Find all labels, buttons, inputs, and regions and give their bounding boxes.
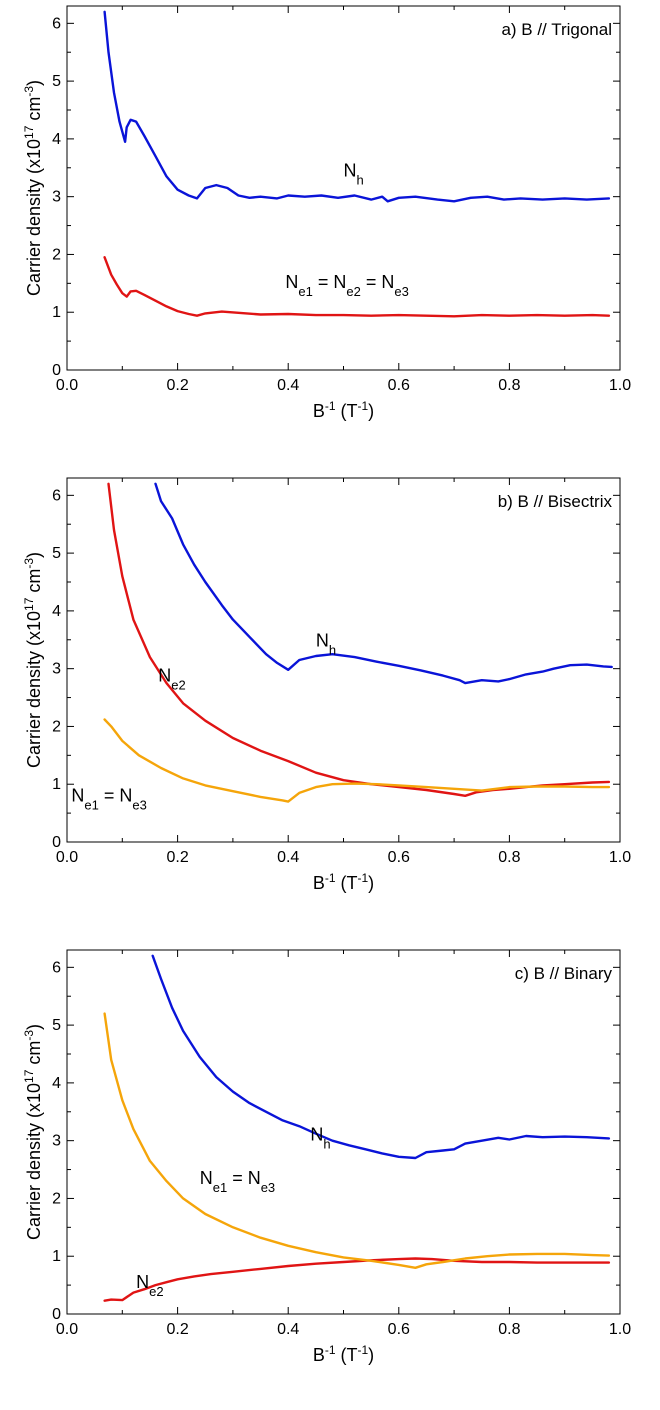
curve-label: Nh: [344, 160, 364, 187]
y-tick-label: 2: [52, 1190, 61, 1207]
x-tick-label: 1.0: [609, 377, 631, 394]
curve-label: Ne2: [158, 665, 185, 692]
y-tick-label: 3: [52, 189, 61, 206]
y-tick-label: 0: [52, 1306, 61, 1323]
y-tick-label: 2: [52, 246, 61, 263]
y-tick-label: 5: [52, 545, 61, 562]
series-line-1: [103, 10, 611, 203]
curve-label: Nh: [316, 631, 336, 658]
x-tick-label: 0.6: [388, 1321, 410, 1338]
panel-title: c) B // Binary: [515, 964, 613, 983]
x-tick-label: 0.4: [277, 377, 299, 394]
series-line-3: [103, 1012, 611, 1269]
series-line-2: [103, 256, 611, 318]
x-tick-label: 0.4: [277, 1321, 299, 1338]
y-tick-label: 1: [52, 304, 61, 321]
x-tick-label: 0.0: [56, 1321, 78, 1338]
series-line-2: [107, 482, 611, 797]
series-line-3: [103, 718, 611, 803]
y-tick-label: 2: [52, 718, 61, 735]
x-tick-label: 0.2: [166, 377, 188, 394]
y-axis-label: Carrier density (x1017 cm-3): [22, 552, 44, 768]
y-tick-label: 0: [52, 834, 61, 851]
curve-label: Ne2: [136, 1272, 163, 1299]
y-axis-label: Carrier density (x1017 cm-3): [22, 80, 44, 296]
y-tick-label: 1: [52, 776, 61, 793]
y-tick-label: 6: [52, 959, 61, 976]
y-tick-label: 4: [52, 603, 61, 620]
curve-label: Ne1 = Ne3: [71, 786, 146, 813]
x-tick-label: 0.8: [498, 1321, 520, 1338]
x-tick-label: 0.8: [498, 849, 520, 866]
x-tick-label: 0.0: [56, 377, 78, 394]
y-tick-label: 3: [52, 1133, 61, 1150]
x-axis-label: B-1 (T-1): [313, 399, 374, 421]
y-tick-label: 6: [52, 487, 61, 504]
y-tick-label: 4: [52, 1075, 61, 1092]
series-line-2: [103, 1257, 611, 1302]
y-tick-label: 0: [52, 362, 61, 379]
x-tick-label: 0.2: [166, 849, 188, 866]
y-tick-label: 6: [52, 15, 61, 32]
x-axis-label: B-1 (T-1): [313, 1343, 374, 1365]
y-axis-label: Carrier density (x1017 cm-3): [22, 1024, 44, 1240]
series-line-1: [154, 482, 613, 685]
x-axis-label: B-1 (T-1): [313, 871, 374, 893]
curve-label: Nh: [310, 1125, 330, 1152]
y-tick-label: 3: [52, 661, 61, 678]
x-tick-label: 0.2: [166, 1321, 188, 1338]
x-tick-label: 1.0: [609, 1321, 631, 1338]
curve-label: Ne1 = Ne3: [200, 1168, 275, 1195]
chart-panel-2: 0.0 0.2 0.4 0.6 0.8 1.0 0 1 2 3 4 5 6 b) B // Bisectr…: [22, 477, 631, 893]
x-tick-label: 0.8: [498, 377, 520, 394]
curve-label: Ne1 = Ne2 = Ne3: [285, 272, 408, 299]
series-line-1: [151, 954, 611, 1160]
x-tick-label: 0.0: [56, 849, 78, 866]
x-tick-label: 0.6: [388, 849, 410, 866]
chart-panel-1: 0.0 0.2 0.4 0.6 0.8 1.0 0 1 2 3 4 5 6 a) B // Trigona…: [22, 5, 631, 421]
x-tick-label: 1.0: [609, 849, 631, 866]
y-tick-label: 4: [52, 131, 61, 148]
x-tick-label: 0.6: [388, 377, 410, 394]
x-tick-label: 0.4: [277, 849, 299, 866]
y-tick-label: 1: [52, 1248, 61, 1265]
y-tick-label: 5: [52, 73, 61, 90]
plot-frame: [66, 949, 621, 1315]
chart-panel-3: 0.0 0.2 0.4 0.6 0.8 1.0 0 1 2 3 4 5 6 c) B // Binary N…: [22, 949, 631, 1365]
y-tick-label: 5: [52, 1017, 61, 1034]
panel-title: a) B // Trigonal: [501, 20, 612, 39]
panel-title: b) B // Bisectrix: [498, 492, 613, 511]
